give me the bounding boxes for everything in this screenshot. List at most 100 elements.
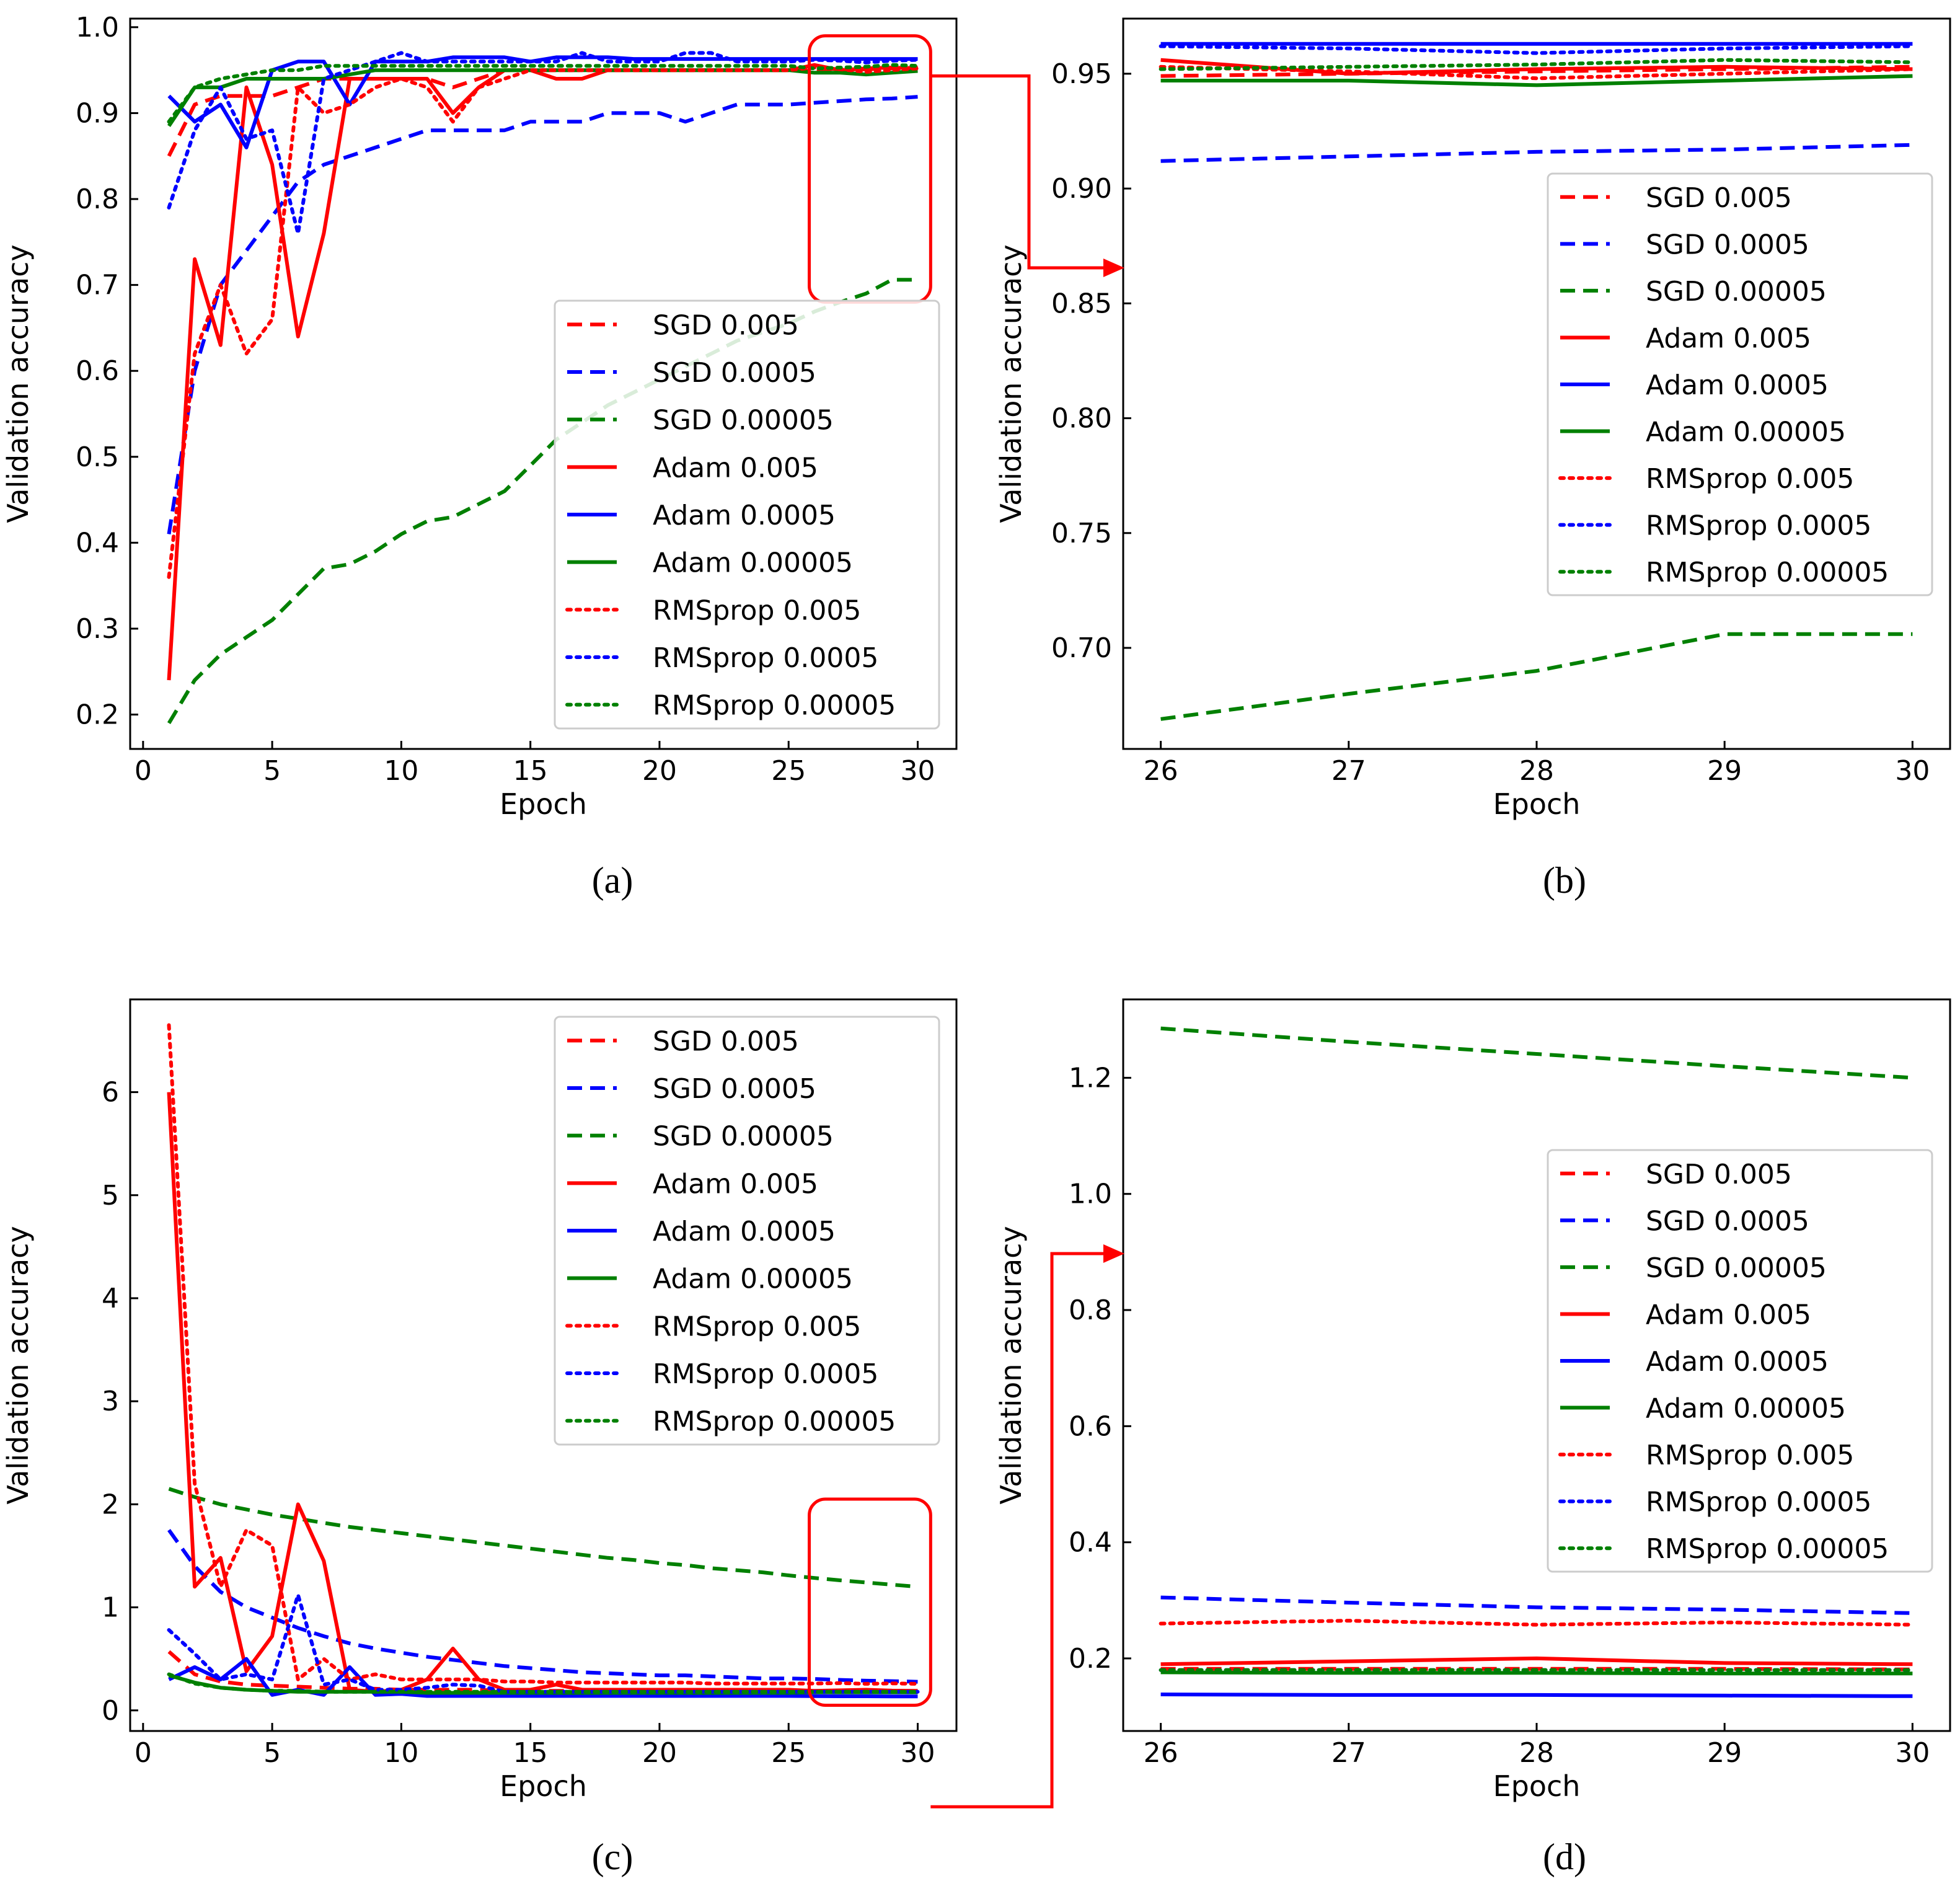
panel-c: 0 5 10 15 20 25 30 0 1 2 3 4 5 6 Epoch Validation accur…: [1, 998, 958, 1877]
legend-label-rmsprop-0-005: RMSprop 0.005: [1646, 463, 1854, 495]
zoom-highlight-box: [808, 1497, 932, 1707]
x-tick-label: 20: [642, 755, 677, 787]
series-line-rmsprop-0-005: [1159, 64, 1915, 81]
legend: SGD 0.005 SGD 0.0005 SGD 0.00005 Adam 0.005…: [1547, 1149, 1933, 1573]
series-line-adam-0-005: [167, 1092, 918, 1694]
y-tick-label: 0.7: [76, 270, 119, 301]
series-line-sgd-0-005: [167, 66, 918, 157]
series-line-adam-0-00005: [167, 68, 918, 127]
legend-label-adam-0-00005: Adam 0.00005: [653, 1264, 853, 1295]
legend-label-rmsprop-0-005: RMSprop 0.005: [653, 595, 861, 626]
series-line-rmsprop-0-00005: [1159, 58, 1915, 71]
legend-label-rmsprop-0-00005: RMSprop 0.00005: [1646, 557, 1889, 588]
panel-b: 26 27 28 29 30 0.70 0.75 0.80 0.85 0.90 0.95 Epoch V…: [994, 17, 1951, 901]
series-line-sgd-0-0005: [167, 1529, 918, 1684]
x-tick-label: 27: [1331, 1737, 1366, 1769]
panel-caption: (d): [1543, 1836, 1586, 1877]
x-tick-label: 10: [384, 1737, 418, 1769]
legend-label-sgd-0-0005: SGD 0.0005: [1646, 229, 1809, 260]
legend-label-sgd-0-005: SGD 0.005: [653, 1025, 799, 1057]
series-group: [1159, 42, 1915, 721]
legend-label-sgd-0-00005: SGD 0.00005: [1646, 1252, 1827, 1284]
x-tick-label: 30: [901, 755, 935, 787]
legend-label-rmsprop-0-0005: RMSprop 0.0005: [653, 1358, 878, 1390]
legend-label-adam-0-005: Adam 0.005: [653, 1168, 818, 1200]
legend: SGD 0.005 SGD 0.0005 SGD 0.00005 Adam 0.005…: [554, 1016, 940, 1446]
legend-label-sgd-0-005: SGD 0.005: [1646, 182, 1792, 214]
legend-label-adam-0-005: Adam 0.005: [653, 452, 818, 484]
x-axis-label: Epoch: [500, 1769, 587, 1803]
legend-label-adam-0-005: Adam 0.005: [1646, 322, 1811, 354]
y-tick-label: 0.8: [76, 184, 119, 215]
series-line-adam-0-00005: [1160, 1670, 1913, 1676]
series-group: [167, 1023, 920, 1699]
legend-frame: [554, 299, 940, 730]
legend-label-adam-0-0005: Adam 0.0005: [1646, 1346, 1829, 1378]
legend-label-rmsprop-0-005: RMSprop 0.005: [653, 1311, 861, 1342]
y-tick-label: 0.2: [1069, 1643, 1112, 1675]
legend-label-rmsprop-0-0005: RMSprop 0.0005: [1646, 510, 1871, 542]
x-tick-label: 5: [263, 1737, 281, 1769]
y-tick-label: 0.85: [1051, 288, 1112, 319]
x-tick-label: 28: [1519, 1737, 1554, 1769]
series-line-sgd-0-0005: [1160, 1595, 1913, 1615]
legend-label-sgd-0-005: SGD 0.005: [1646, 1159, 1792, 1190]
legend-frame: [1547, 1149, 1933, 1573]
legend-label-rmsprop-0-00005: RMSprop 0.00005: [653, 690, 896, 722]
x-tick-label: 29: [1707, 1737, 1742, 1769]
y-axis-label: Validation accuracy: [994, 1226, 1028, 1504]
legend-label-rmsprop-0-00005: RMSprop 0.00005: [1646, 1533, 1889, 1565]
x-tick-label: 15: [513, 755, 548, 787]
x-tick-label: 26: [1144, 1737, 1178, 1769]
legend-label-sgd-0-00005: SGD 0.00005: [653, 405, 834, 436]
x-tick-label: 26: [1144, 755, 1178, 787]
y-tick-label: 1.0: [1069, 1179, 1112, 1210]
series-line-sgd-0-0005: [1160, 143, 1913, 163]
legend-label-adam-0-0005: Adam 0.0005: [653, 500, 836, 531]
x-tick-label: 29: [1707, 755, 1742, 787]
connector-line: [930, 74, 1105, 270]
x-tick-label: 0: [135, 1737, 152, 1769]
zoom-connector: [930, 1244, 1124, 1808]
y-tick-label: 0.5: [76, 441, 119, 473]
y-tick-label: 1: [102, 1592, 119, 1624]
series-line-sgd-0-00005: [168, 1487, 918, 1589]
legend: SGD 0.005 SGD 0.0005 SGD 0.00005 Adam 0.005…: [554, 299, 940, 730]
y-tick-label: 0.8: [1069, 1295, 1112, 1326]
plot-frame: [129, 998, 958, 1732]
series-line-sgd-0-00005: [1160, 1026, 1913, 1080]
y-axis-label: Validation accuracy: [994, 244, 1028, 523]
y-tick-label: 5: [102, 1180, 119, 1211]
y-tick-label: 6: [102, 1077, 119, 1109]
legend-label-sgd-0-00005: SGD 0.00005: [1646, 276, 1827, 308]
x-tick-label: 0: [135, 755, 152, 787]
x-tick-label: 15: [513, 1737, 548, 1769]
zoom-connector: [930, 74, 1124, 277]
legend-label-adam-0-0005: Adam 0.0005: [1646, 370, 1829, 401]
series-line-adam-0-00005: [1160, 74, 1913, 87]
legend-label-rmsprop-0-0005: RMSprop 0.0005: [1646, 1487, 1871, 1518]
legend-label-sgd-0-00005: SGD 0.00005: [653, 1121, 834, 1153]
legend-label-rmsprop-0-0005: RMSprop 0.0005: [653, 642, 878, 674]
x-tick-label: 28: [1519, 755, 1554, 787]
series-line-rmsprop-0-0005: [167, 51, 920, 236]
legend-label-sgd-0-0005: SGD 0.0005: [653, 1073, 816, 1105]
legend-label-sgd-0-0005: SGD 0.0005: [653, 357, 816, 389]
series-group: [1159, 1026, 1915, 1698]
legend-frame: [1547, 172, 1933, 596]
series-line-rmsprop-0-005: [167, 66, 920, 579]
y-tick-label: 0.4: [76, 527, 119, 559]
y-tick-label: 1.0: [76, 12, 119, 43]
panel-caption: (b): [1543, 860, 1586, 901]
y-tick-label: 0.70: [1051, 632, 1112, 664]
panel-caption: (c): [592, 1836, 633, 1877]
x-axis-label: Epoch: [1493, 1769, 1581, 1803]
series-line-sgd-0-0005: [167, 95, 918, 534]
y-tick-label: 0.3: [76, 613, 119, 645]
x-tick-label: 25: [771, 755, 806, 787]
connector-line: [930, 1252, 1105, 1808]
series-line-adam-0-0005: [1160, 1693, 1913, 1698]
x-tick-label: 27: [1331, 755, 1366, 787]
